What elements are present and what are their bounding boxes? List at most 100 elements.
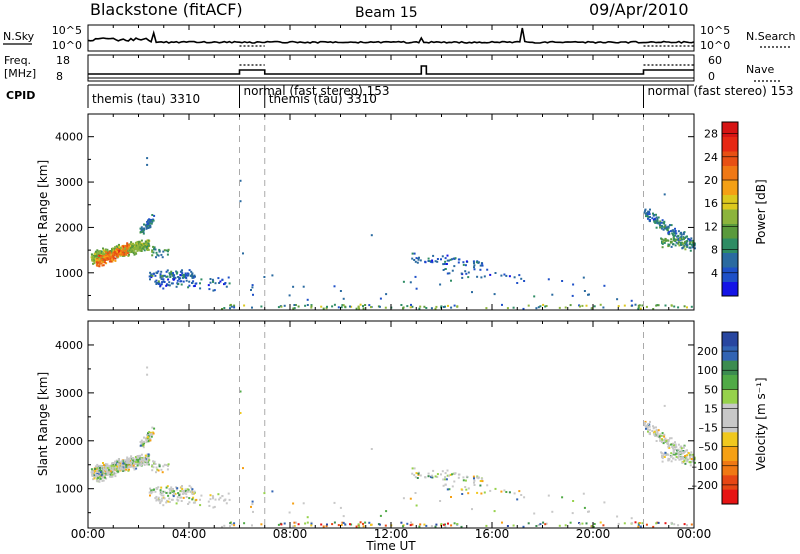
velocity-echo xyxy=(616,515,619,518)
velocity-echo xyxy=(159,490,162,493)
power-echo xyxy=(120,246,122,249)
velocity-echo xyxy=(533,512,536,515)
power-echo xyxy=(149,271,152,274)
power-echo xyxy=(103,256,106,259)
velocity-echo xyxy=(661,460,664,463)
velocity-echo xyxy=(479,480,482,482)
velocity-echo xyxy=(103,471,106,474)
velocity-echo xyxy=(99,473,102,476)
velocity-echo xyxy=(212,497,214,500)
velocity-echo xyxy=(591,525,594,528)
power-echo xyxy=(146,239,149,242)
power-echo xyxy=(322,307,325,310)
power-echo xyxy=(98,265,101,268)
power-echo xyxy=(385,293,388,296)
velocity-echo xyxy=(292,502,295,505)
power-echo xyxy=(644,212,647,215)
velocity-echo xyxy=(658,435,661,438)
power-echo xyxy=(690,243,693,246)
velocity-echo xyxy=(685,449,688,452)
velocity-echo xyxy=(663,404,666,407)
velocity-echo xyxy=(242,467,244,470)
velocity-echo xyxy=(647,430,649,433)
power-echo xyxy=(166,283,168,286)
velocity-echo xyxy=(219,496,222,499)
power-echo xyxy=(449,258,452,261)
power-echo xyxy=(666,228,669,231)
power-echo xyxy=(147,248,150,251)
power-echo xyxy=(663,193,666,196)
power-echo xyxy=(140,228,143,231)
power-echo xyxy=(141,242,144,245)
power-echo xyxy=(460,272,463,275)
cpid-segment-label: normal (fast stereo) 153 xyxy=(648,84,794,98)
velocity-echo xyxy=(250,505,252,508)
velocity-echo xyxy=(135,462,137,465)
power-echo xyxy=(652,308,655,310)
velocity-echo xyxy=(678,458,681,461)
power-echo xyxy=(481,264,484,267)
power-echo xyxy=(123,250,126,252)
power-echo xyxy=(675,241,678,244)
velocity-echo xyxy=(465,488,468,491)
velocity-echo xyxy=(117,470,120,473)
power-colorbar-swatch xyxy=(722,267,738,282)
velocity-echo xyxy=(293,524,296,527)
power-echo xyxy=(453,304,456,307)
velocity-colorbar-swatch xyxy=(722,346,738,362)
velocity-colorbar-label: Velocity [m s⁻¹] xyxy=(754,377,768,470)
velocity-echo xyxy=(599,521,602,524)
power-echo xyxy=(655,226,658,229)
velocity-echo xyxy=(146,436,149,439)
power-echo xyxy=(672,233,674,236)
power-echo xyxy=(342,297,345,300)
velocity-echo xyxy=(680,447,683,450)
power-echo xyxy=(325,307,328,310)
power-echo xyxy=(623,304,626,307)
velocity-echo xyxy=(644,425,647,428)
power-echo xyxy=(465,260,468,263)
power-echo xyxy=(251,286,254,289)
power-echo xyxy=(153,214,156,217)
velocity-echo xyxy=(136,462,139,465)
velocity-echo xyxy=(414,476,417,479)
power-echo xyxy=(409,281,412,284)
power-echo xyxy=(663,241,666,244)
power-echo xyxy=(129,248,131,251)
velocity-echo xyxy=(461,493,464,495)
power-echo xyxy=(149,226,152,229)
velocity-echo xyxy=(656,430,659,433)
power-echo xyxy=(183,273,185,276)
velocity-echo xyxy=(143,463,146,466)
velocity-echo xyxy=(691,455,694,458)
velocity-echo xyxy=(413,474,416,477)
y-tick-label: 3000 xyxy=(55,176,83,189)
velocity-echo xyxy=(110,464,113,467)
velocity-echo xyxy=(448,488,451,491)
velocity-echo xyxy=(147,463,150,466)
velocity-echo xyxy=(143,440,145,443)
velocity-echo xyxy=(147,455,150,457)
velocity-echo xyxy=(542,521,545,524)
power-echo xyxy=(109,252,112,255)
power-echo xyxy=(475,261,478,264)
velocity-echo xyxy=(170,486,173,489)
velocity-echo xyxy=(133,462,136,465)
velocity-echo xyxy=(476,491,479,494)
velocity-echo xyxy=(649,431,651,434)
velocity-echo xyxy=(663,440,666,443)
power-echo xyxy=(106,252,109,255)
velocity-echo xyxy=(162,490,165,493)
power-echo xyxy=(143,242,146,245)
power-echo xyxy=(670,241,672,244)
velocity-echo xyxy=(667,439,670,442)
power-echo xyxy=(667,231,670,234)
velocity-echo xyxy=(647,423,650,425)
power-echo xyxy=(692,244,694,247)
velocity-echo xyxy=(123,464,126,467)
nave-tick-top: 60 xyxy=(708,54,722,67)
power-echo xyxy=(655,216,658,219)
power-echo xyxy=(154,274,157,277)
power-echo xyxy=(660,238,663,241)
velocity-echo xyxy=(126,466,129,469)
